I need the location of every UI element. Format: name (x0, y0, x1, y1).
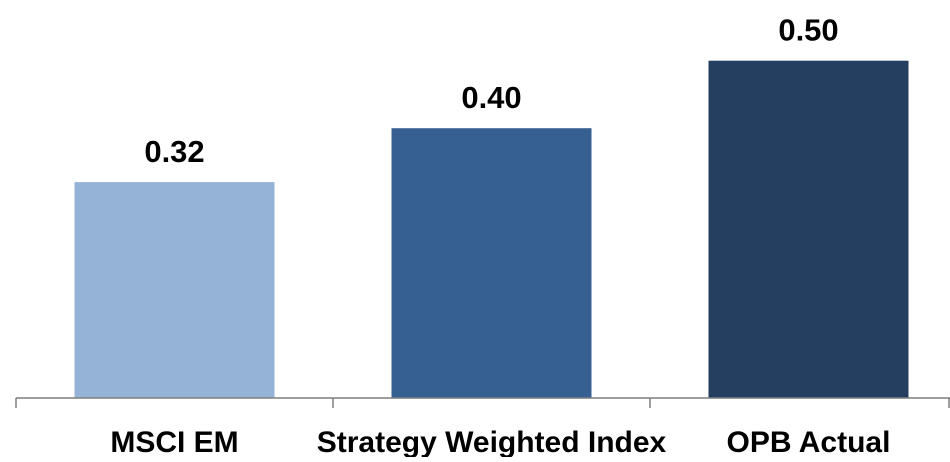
x-tick-label: MSCI EM (110, 426, 238, 457)
bar-msci-em (74, 182, 275, 398)
data-label: 0.40 (461, 80, 521, 115)
bar-opb-actual (708, 60, 909, 398)
x-tick-labels: MSCI EM Strategy Weighted Index OPB Actual (110, 426, 891, 459)
data-label: 0.50 (778, 13, 838, 48)
data-label: 0.32 (144, 134, 204, 169)
bar-strategy-weighted-index (391, 128, 592, 398)
x-tick-label: Strategy Weighted Index (317, 426, 667, 457)
bars (74, 60, 909, 398)
x-tick-label: OPB Actual (727, 426, 891, 457)
data-labels: 0.32 0.40 0.50 (144, 13, 838, 169)
x-axis (15, 397, 950, 408)
